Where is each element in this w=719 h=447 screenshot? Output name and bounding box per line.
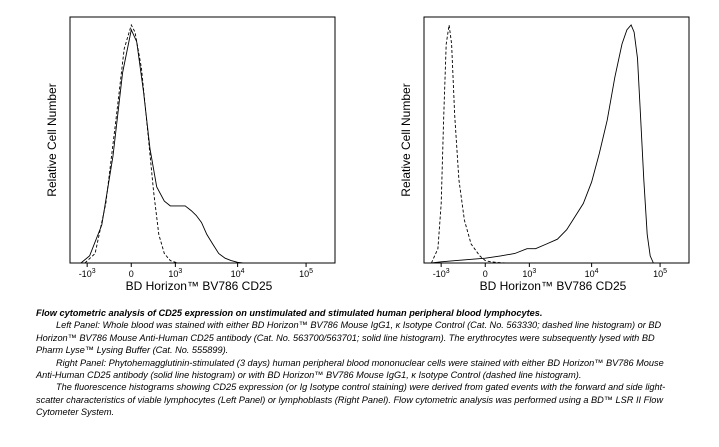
figure-caption: Flow cytometric analysis of CD25 express… xyxy=(36,307,676,419)
x-axis-title: BD Horizon™ BV786 CD25 xyxy=(126,279,273,293)
plot-frame xyxy=(423,16,690,264)
x-tick-label: 104 xyxy=(585,268,599,279)
solid-line-histogram xyxy=(431,24,654,264)
x-tick-label: -103 xyxy=(79,268,96,279)
solid-line-histogram xyxy=(80,28,244,264)
x-tick-label: 103 xyxy=(168,268,182,279)
caption-gating: The fluorescence histograms showing CD25… xyxy=(36,382,666,418)
plot-frame xyxy=(69,16,336,264)
x-tick-label: 0 xyxy=(483,269,488,279)
x-ticks: -103 0 103 104 105 xyxy=(433,263,667,279)
x-axis-title: BD Horizon™ BV786 CD25 xyxy=(480,279,627,293)
caption-right-panel: Right Panel: Phytohemagglutinin-stimulat… xyxy=(36,357,664,381)
y-axis-title: Relative Cell Number xyxy=(45,83,59,196)
x-tick-label: -103 xyxy=(433,268,450,279)
x-tick-label: 103 xyxy=(522,268,536,279)
x-ticks: -103 0 103 104 105 xyxy=(79,263,313,279)
x-tick-label: 105 xyxy=(653,268,667,279)
histogram-curves xyxy=(80,23,244,264)
caption-left-panel: Left Panel: Whole blood was stained with… xyxy=(36,320,662,356)
y-axis-title: Relative Cell Number xyxy=(399,83,413,196)
caption-title: Flow cytometric analysis of CD25 express… xyxy=(36,308,543,318)
x-tick-label: 105 xyxy=(299,268,313,279)
histogram-curves xyxy=(430,24,654,264)
dashed-line-histogram xyxy=(430,24,507,264)
x-tick-label: 0 xyxy=(129,269,134,279)
x-tick-label: 104 xyxy=(231,268,245,279)
dashed-line-histogram xyxy=(84,23,178,264)
histogram-left: -103 0 103 104 105 Relative Cell Number BD H… xyxy=(45,16,336,293)
histogram-right: -103 0 103 104 105 Relative Cell Number BD H… xyxy=(399,16,690,293)
